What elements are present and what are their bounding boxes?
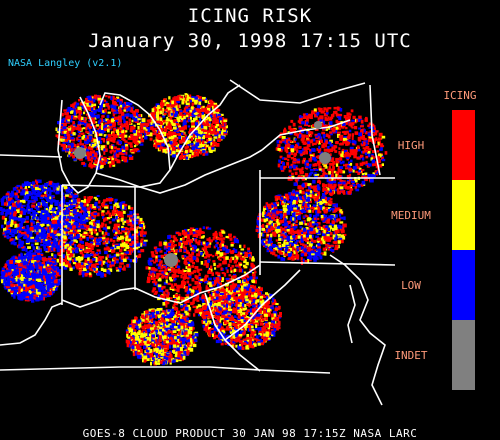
lake-erie-shore: [139, 149, 263, 194]
state-line-mi-in-oh: [61, 184, 141, 188]
state-line-ky-tn: [0, 366, 331, 374]
state-line-va-nc: [224, 339, 261, 372]
legend-swatch-low: [452, 250, 475, 320]
boundary-lines: [0, 79, 396, 406]
legend-label-indet: INDET: [394, 349, 428, 362]
legend-title: ICING: [443, 89, 477, 102]
legend-swatch-high: [452, 110, 475, 180]
north-border: [229, 79, 366, 104]
legend-label-low: LOW: [401, 279, 421, 292]
state-line-wi-il: [0, 154, 63, 158]
icing-map: [0, 79, 396, 406]
legend-label-medium: MEDIUM: [391, 209, 431, 222]
chesapeake-bay: [347, 284, 356, 344]
legend-label-high: HIGH: [397, 139, 425, 152]
lake-huron-shore: [169, 84, 241, 171]
legend-swatch-medium: [452, 180, 475, 250]
mississippi-river: [0, 302, 63, 346]
lake-ontario-shore: [261, 119, 351, 151]
state-line-wv-va: [204, 269, 301, 342]
east-coast: [329, 254, 386, 406]
legend-swatch-indet: [452, 320, 475, 390]
map-subtitle: January 30, 1998 17:15 UTC: [88, 30, 412, 52]
lake-michigan-shore: [57, 96, 101, 195]
map-title: ICING RISK: [187, 5, 313, 27]
credit-label: NASA Langley (v2.1): [8, 58, 123, 69]
footer-caption: GOES-8 CLOUD PRODUCT 30 JAN 98 17:15Z NA…: [82, 427, 418, 440]
ohio-river: [61, 264, 261, 308]
michigan-shore: [95, 92, 171, 188]
icing-risk-layer: [0, 93, 388, 366]
state-line-ny-vt: [369, 84, 381, 176]
state-line-pa-md: [259, 261, 396, 266]
indeterminate-spots: [74, 121, 331, 267]
